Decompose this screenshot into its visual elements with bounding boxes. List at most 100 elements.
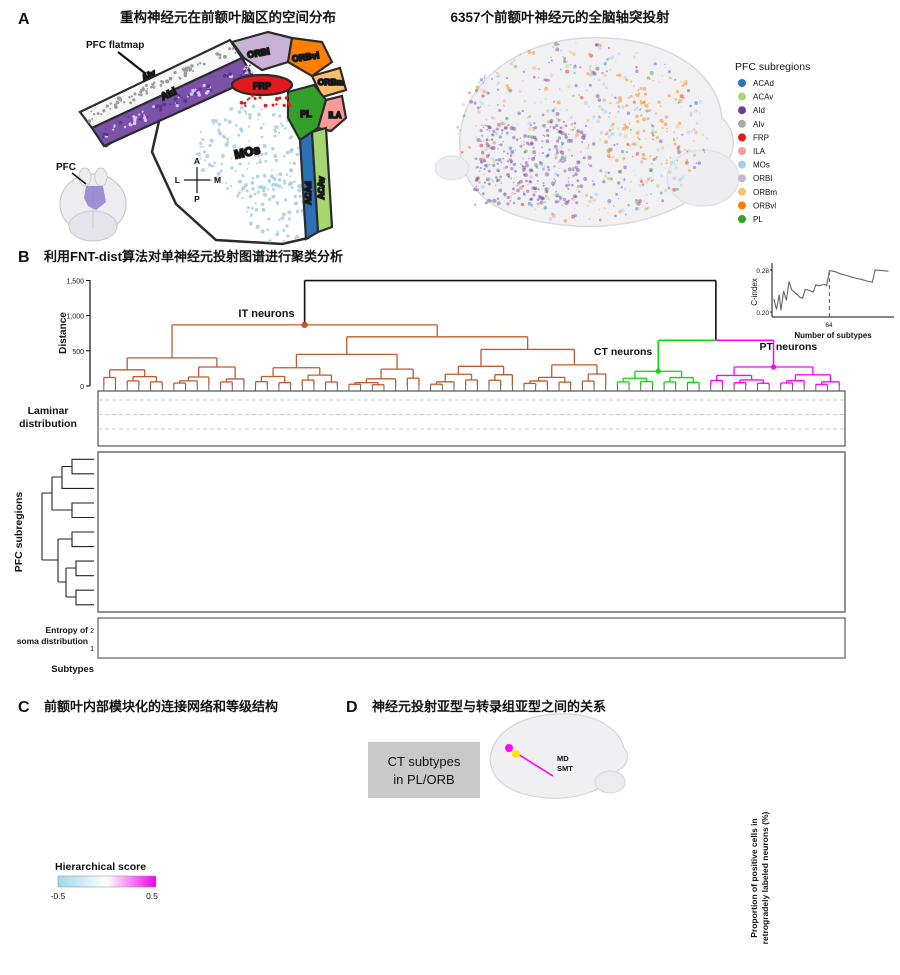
panel-d-label: D: [346, 699, 358, 716]
flatmap-region-label-ORBm: ORBm: [318, 77, 345, 87]
flatmap-region-label-PL: PL: [300, 109, 312, 119]
flatmap-region-label-ORBl: ORBl: [247, 46, 271, 60]
laminar-panel: Laminar distribution: [19, 390, 846, 447]
dotplot-panel: PFC subregions: [13, 451, 846, 613]
flatmap-arrow: [117, 51, 147, 75]
panel-c-title: 前额叶内部模块化的连接网络和等级结构: [44, 699, 278, 714]
distance-tick-0: 0: [80, 384, 84, 391]
compass: A P L M: [175, 156, 221, 204]
compass-l: L: [175, 175, 180, 185]
legend-label-ORBm: ORBm: [753, 188, 777, 197]
panel-a-title-right: 6357个前额叶神经元的全脑轴突投射: [450, 9, 670, 25]
pfc-inset-line: [71, 172, 87, 185]
ct-neurons-label: CT neurons: [594, 346, 652, 358]
legend-label-PL: PL: [753, 215, 763, 224]
panel-c-label: C: [18, 699, 30, 716]
panel-b-label: B: [18, 249, 30, 266]
it-neurons-label: IT neurons: [238, 308, 294, 320]
entropy-panel: Entropy of soma distribution 2 1: [17, 617, 846, 659]
laminar-violins: [98, 399, 845, 430]
legend-swatch-ORBl: [738, 174, 746, 183]
c-index-ytick-hi: 0.28: [756, 268, 769, 275]
flatmap-region-label-ACAd: ACAd: [303, 181, 313, 205]
bar-ylabel-2: retrogradely labeled neurons (%): [760, 811, 770, 944]
pfc-inset-brain: [59, 167, 127, 242]
distance-tick-500: 500: [72, 349, 84, 356]
legend-swatch-ACAv: [738, 92, 746, 101]
legend-swatch-PL: [738, 215, 746, 223]
entropy-tick-1: 1: [90, 646, 94, 653]
entropy-tick-2: 2: [90, 628, 94, 635]
c-index-inset: C-index 0.28 0.20 64 Number of subtypes: [750, 263, 894, 340]
smt-injection-dot: [512, 750, 520, 758]
panel-b-title: 利用FNT-dist算法对单神经元投射图谱进行聚类分析: [44, 249, 343, 264]
legend-swatch-ORBvl: [738, 201, 746, 210]
distance-tick-1000: 1,000: [66, 314, 84, 321]
cluster-dendrogram: IT neurons CT neurons PT neurons: [103, 279, 840, 391]
legend-swatch-ACAd: [738, 79, 746, 87]
legend-label-ORBvl: ORBvl: [753, 201, 776, 210]
subtypes-label: Subtypes: [51, 664, 94, 675]
entropy-label-2: soma distribution: [17, 636, 88, 646]
c-index-xlabel: Number of subtypes: [794, 331, 872, 340]
md-label: MD: [557, 754, 569, 763]
legend-swatch-ILA: [738, 147, 746, 155]
legend-label-AIv: AIv: [753, 120, 765, 129]
flatmap-region-label-ILA: ILA: [329, 111, 342, 120]
smt-label: SMT: [557, 764, 573, 773]
legend-label-ACAv: ACAv: [753, 93, 773, 102]
colorbar-max: 0.5: [146, 891, 158, 901]
entropy-label-1: Entropy of: [46, 625, 89, 635]
flatmap-region-label-MOs: MOs: [233, 142, 262, 161]
legend-label-ACAd: ACAd: [753, 79, 774, 88]
bar-ylabel-1: Proportion of positive cells in: [749, 818, 759, 938]
legend-swatch-FRP: [738, 133, 746, 142]
colorbar-title: Hierarchical score: [55, 861, 146, 873]
proportion-bar-chart: Proportion of positive cells in retrogra…: [749, 811, 770, 944]
legend-label-MOs: MOs: [753, 161, 770, 170]
legend-label-ORBl: ORBl: [753, 174, 772, 183]
distance-axis-label: Distance: [58, 312, 69, 354]
pfc-inset-label: PFC: [56, 162, 76, 173]
legend-label-ILA: ILA: [753, 147, 766, 156]
legend-swatch-ORBm: [738, 187, 746, 196]
hierarchical-colorbar: Hierarchical score -0.5 0.5: [51, 861, 159, 901]
dotplot-ylabel: PFC subregions: [13, 492, 25, 573]
md-injection-dot: [505, 744, 513, 752]
flatmap-label: PFC flatmap: [86, 40, 144, 51]
compass-a: A: [194, 156, 200, 166]
panel-a-label: A: [18, 11, 30, 28]
distance-axis: Distance 0 500 1,000 1,500: [58, 279, 91, 391]
whole-brain-projection: [434, 37, 740, 228]
ct-subtypes-line1: CT subtypes: [388, 754, 461, 769]
compass-p: P: [194, 194, 200, 204]
pfc-legend-title: PFC subregions: [735, 61, 810, 73]
legend-swatch-AIv: [738, 119, 746, 128]
c-index-xtick-64: 64: [825, 322, 833, 329]
sagittal-brain-schematic: MD SMT: [489, 713, 628, 799]
ct-subtypes-line2: in PL/ORB: [393, 772, 454, 787]
pt-neurons-label: PT neurons: [760, 341, 818, 353]
legend-label-AId: AId: [753, 106, 765, 115]
legend-swatch-MOs: [738, 160, 746, 169]
laminar-label-2: distribution: [19, 418, 77, 430]
colorbar-min: -0.5: [51, 891, 66, 901]
panel-d-title: 神经元投射亚型与转录组亚型之间的关系: [372, 699, 606, 714]
laminar-label-1: Laminar: [28, 405, 69, 417]
c-index-ylabel: C-index: [750, 278, 759, 306]
flatmap-region-label-ORBvl: ORBvl: [291, 50, 320, 64]
row-dendrogram: [41, 458, 94, 606]
c-index-ytick-lo: 0.20: [756, 310, 769, 317]
panel-a-title-left: 重构神经元在前额叶脑区的空间分布: [120, 9, 336, 25]
pfc-subregions-legend: PFC subregions ACAd ACAv AId AIv FRP ILA MOs OR…: [735, 61, 810, 224]
legend-swatch-AId: [738, 106, 746, 115]
compass-m: M: [214, 175, 221, 185]
flatmap-region-label-FRP: FRP: [253, 81, 271, 91]
legend-label-FRP: FRP: [753, 133, 769, 142]
flatmap-region-label-ACAv: ACAv: [316, 176, 326, 199]
distance-tick-1500: 1,500: [66, 279, 84, 286]
ct-subtypes-box: CT subtypes in PL/ORB: [368, 742, 480, 798]
